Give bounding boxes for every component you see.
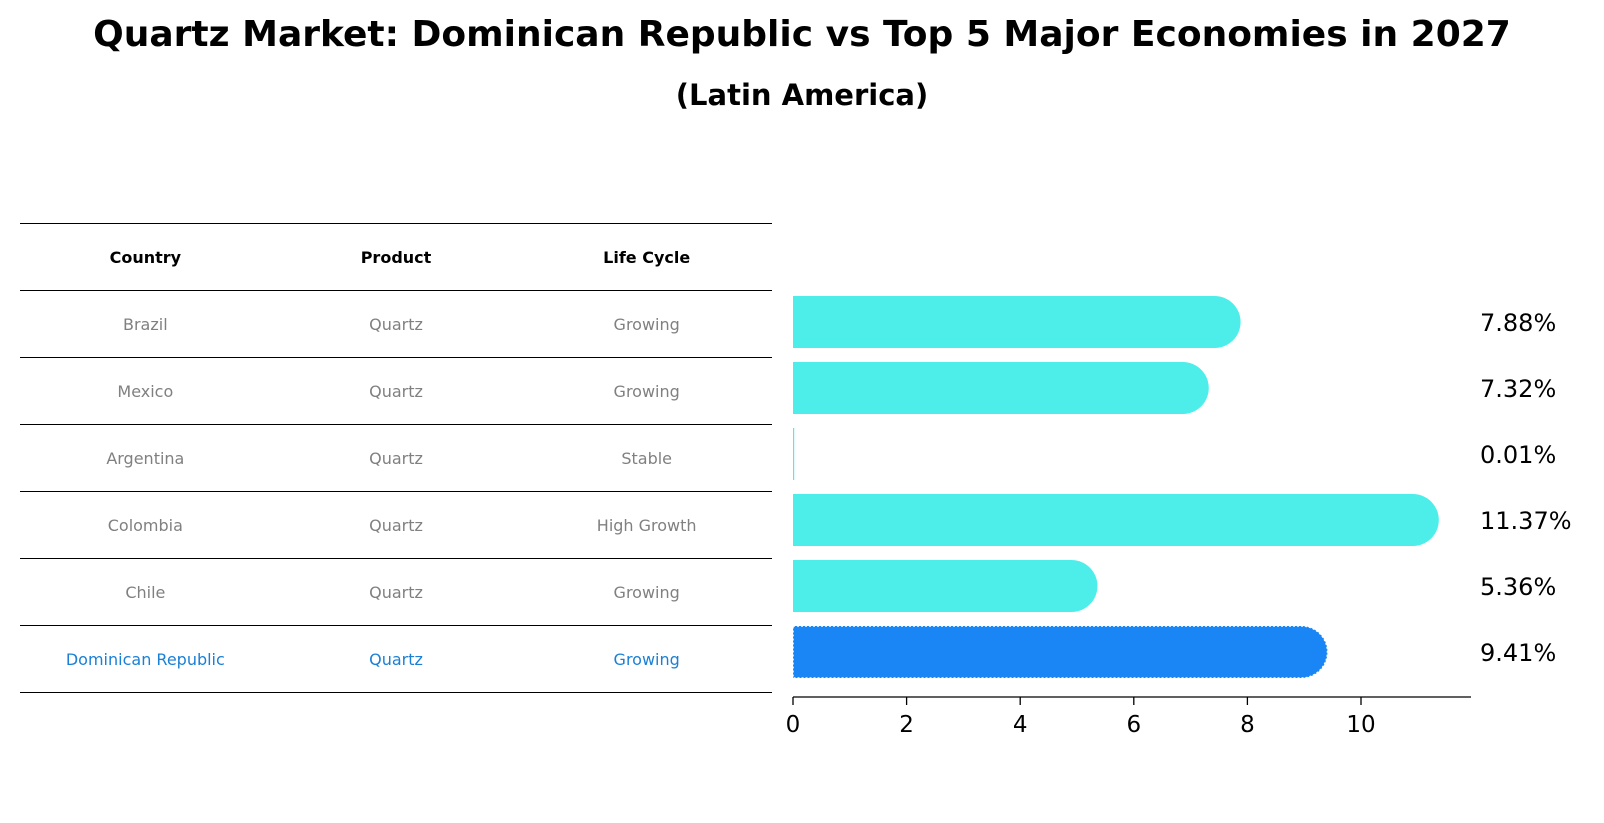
value-label-dominican-republic: 9.41% xyxy=(1480,639,1556,667)
bar-dominican-republic xyxy=(792,625,1329,679)
bar-argentina xyxy=(793,428,795,480)
cell-product: Quartz xyxy=(369,582,423,602)
table-row: Colombia Quartz High Growth xyxy=(20,491,772,558)
value-label-argentina: 0.01% xyxy=(1480,441,1556,469)
country-table: Country Product Life Cycle Brazil Quartz… xyxy=(20,223,772,693)
cell-country: Colombia xyxy=(107,515,183,535)
cell-country: Brazil xyxy=(123,314,168,334)
cell-country: Mexico xyxy=(117,381,174,401)
table-row: Mexico Quartz Growing xyxy=(20,357,772,424)
header-country: Country xyxy=(109,247,182,267)
bar-brazil xyxy=(793,296,1241,348)
cell-life-cycle: Growing xyxy=(613,381,680,401)
chart-subtitle: (Latin America) xyxy=(675,78,929,112)
x-tick-label: 10 xyxy=(1346,712,1375,738)
table-header-row: Country Product Life Cycle xyxy=(20,223,772,290)
cell-country: Chile xyxy=(125,582,166,602)
cell-product: Quartz xyxy=(369,314,423,334)
header-product: Product xyxy=(360,247,432,267)
x-tick-label: 0 xyxy=(786,712,801,738)
value-label-mexico: 7.32% xyxy=(1480,375,1556,403)
cell-product: Quartz xyxy=(369,381,423,401)
cell-life-cycle: Growing xyxy=(613,582,680,602)
chart-title: Quartz Market: Dominican Republic vs Top… xyxy=(93,14,1511,55)
cell-product: Quartz xyxy=(369,649,423,669)
bar-colombia xyxy=(793,494,1439,546)
table-row-highlight: Dominican Republic Quartz Growing xyxy=(20,625,772,693)
x-tick-label: 8 xyxy=(1240,712,1255,738)
table-row: Brazil Quartz Growing xyxy=(20,290,772,357)
table-row: Chile Quartz Growing xyxy=(20,558,772,625)
x-tick-label: 2 xyxy=(899,712,914,738)
cell-country: Argentina xyxy=(106,448,185,468)
cell-life-cycle: Growing xyxy=(613,314,680,334)
cell-country: Dominican Republic xyxy=(65,649,225,669)
cell-life-cycle: High Growth xyxy=(596,515,697,535)
table-row: Argentina Quartz Stable xyxy=(20,424,772,491)
cell-life-cycle: Stable xyxy=(621,448,673,468)
bar-chile xyxy=(793,560,1098,612)
value-label-chile: 5.36% xyxy=(1480,573,1556,601)
value-label-brazil: 7.88% xyxy=(1480,309,1556,337)
cell-product: Quartz xyxy=(369,448,423,468)
header-life-cycle: Life Cycle xyxy=(603,247,691,267)
x-tick-label: 6 xyxy=(1126,712,1141,738)
cell-product: Quartz xyxy=(369,515,423,535)
cell-life-cycle: Growing xyxy=(613,649,680,669)
bar-mexico xyxy=(793,362,1209,414)
value-label-colombia: 11.37% xyxy=(1480,507,1572,535)
x-tick-label: 4 xyxy=(1013,712,1028,738)
